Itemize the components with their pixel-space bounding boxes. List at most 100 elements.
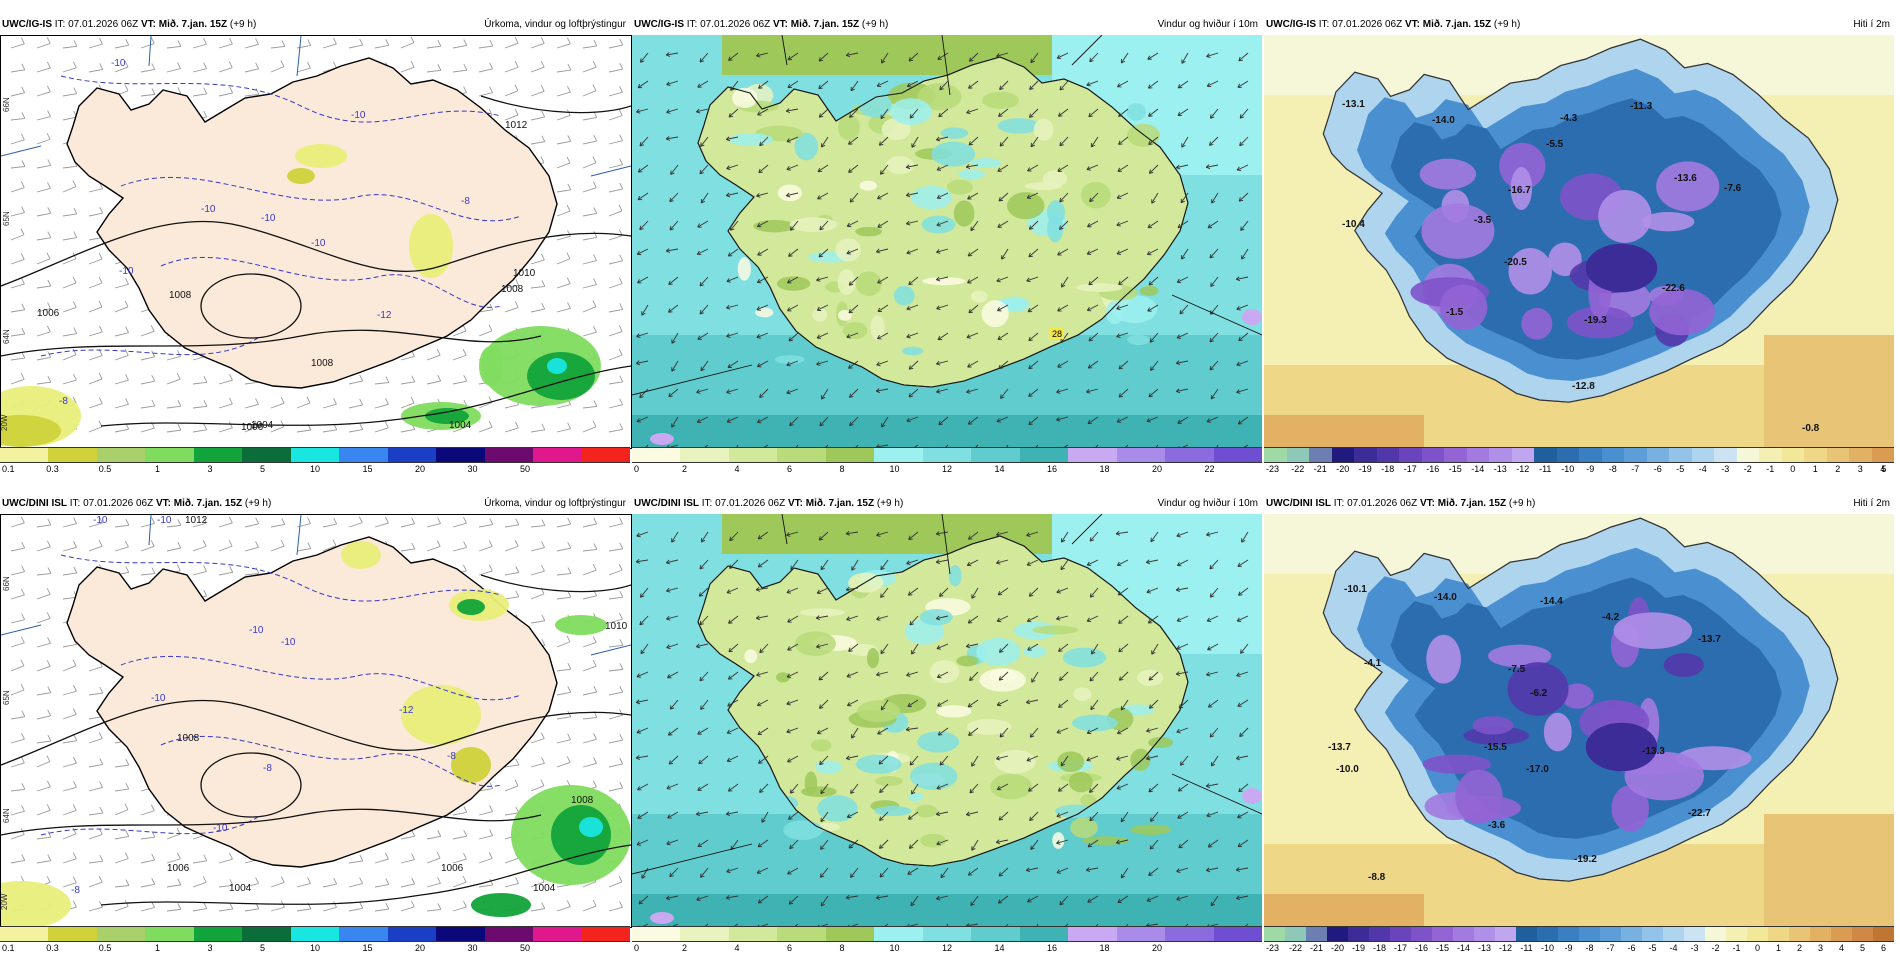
legend-tick-label: -3: [1690, 943, 1698, 953]
legend-swatch: [826, 927, 874, 941]
temperature-value-label: -4.1: [1364, 658, 1382, 669]
legend-bar: [632, 447, 1262, 463]
legend-tick-label: 5: [260, 943, 265, 953]
legend-swatch: [194, 448, 242, 462]
legend-tick-label: 3: [1818, 943, 1823, 953]
legend-swatch: [97, 927, 145, 941]
temperature-contour-label: -10: [157, 515, 172, 526]
legend-swatch: [1684, 927, 1705, 941]
legend-tick-label: -7: [1631, 464, 1639, 474]
lead-time: (+9 h): [1509, 498, 1535, 509]
legend-tick-label: 3: [1858, 464, 1863, 474]
legend-swatch: [1264, 927, 1285, 941]
isobar-label: 1012: [505, 120, 528, 131]
legend-swatch: [826, 448, 874, 462]
temperature-value-label: -13.6: [1674, 173, 1697, 184]
legend-swatch: [729, 448, 777, 462]
legend-tick-label: 8: [839, 464, 844, 474]
legend-swatch: [1422, 448, 1445, 462]
temperature-map: -10.1-14.0-14.4-4.2-13.7-4.1-7.5-6.2-13.…: [1264, 514, 1894, 926]
max-gust-label: 28: [1052, 329, 1062, 339]
legend-swatch: [291, 448, 339, 462]
legend-tick-label: 8: [839, 943, 844, 953]
color-legend: -23-22-21-20-19-18-17-16-15-14-13-12-11-…: [1264, 926, 1894, 956]
legend-bar: [632, 926, 1262, 942]
isobar-label: 1008: [169, 290, 192, 301]
legend-tick-label: 10: [889, 943, 899, 953]
field-title: Úrkoma, vindur og loftþrýstingur: [484, 494, 626, 514]
legend-tick-label: -19: [1352, 943, 1365, 953]
panel-wind-dini: UWC/DINI ISL IT: 07.01.2026 06Z VT: Mið.…: [632, 494, 1262, 944]
legend-swatch: [632, 927, 680, 941]
legend-tick-label: -19: [1359, 464, 1372, 474]
isobar-label: 1006: [241, 422, 264, 433]
legend-swatch: [1516, 927, 1537, 941]
legend-swatch: [1759, 448, 1782, 462]
legend-tick-label: 6: [787, 943, 792, 953]
legend-swatch: [1714, 448, 1737, 462]
legend-tick-label: -12: [1516, 464, 1529, 474]
legend-swatch: [0, 448, 48, 462]
lead-time: (+9 h): [230, 19, 256, 30]
panel-temp-dini: UWC/DINI ISL IT: 07.01.2026 06Z VT: Mið.…: [1264, 494, 1894, 944]
legend-tick-label: 3: [207, 464, 212, 474]
graticule-label: 66N: [2, 97, 11, 112]
legend-swatch: [1663, 927, 1684, 941]
panel-temp-igis: UWC/IG-IS IT: 07.01.2026 06Z VT: Mið. 7.…: [1264, 15, 1894, 465]
legend-tick-label: -2: [1744, 464, 1752, 474]
legend-tick-label: -20: [1331, 943, 1344, 953]
legend-swatch: [777, 448, 825, 462]
temperature-value-label: -13.7: [1698, 634, 1721, 645]
legend-swatch: [1624, 448, 1647, 462]
legend-swatch: [971, 448, 1019, 462]
legend-tick-label: 20: [1152, 943, 1162, 953]
legend-swatch: [388, 448, 436, 462]
legend-tick-label: 20: [415, 943, 425, 953]
panel-header-left: UWC/IG-IS IT: 07.01.2026 06Z VT: Mið. 7.…: [2, 15, 256, 35]
legend-swatch: [485, 448, 533, 462]
legend-swatch: [242, 927, 290, 941]
legend-tick-label: 0.3: [46, 943, 59, 953]
wind-map: 28: [632, 35, 1262, 447]
legend-swatch: [1669, 448, 1692, 462]
legend-swatch: [1600, 927, 1621, 941]
panel-header: UWC/IG-IS IT: 07.01.2026 06Z VT: Mið. 7.…: [632, 15, 1262, 35]
isobar-label: 1010: [605, 621, 628, 632]
lead-time: (+9 h): [877, 498, 903, 509]
legend-swatch: [48, 927, 96, 941]
legend-swatch: [1399, 448, 1422, 462]
temperature-contour-label: -12: [399, 705, 414, 716]
legend-swatch: [1579, 927, 1600, 941]
temperature-value-label: -4.3: [1560, 113, 1578, 124]
legend-swatch: [1264, 448, 1287, 462]
legend-swatch: [1579, 448, 1602, 462]
legend-tick-label: 2: [682, 464, 687, 474]
graticule-label: 64N: [2, 329, 11, 344]
isobar-label: 1008: [311, 358, 334, 369]
graticule-label: 20W: [1, 893, 9, 910]
legend-tick-label: 2: [682, 943, 687, 953]
legend-tick-label: -10: [1541, 943, 1554, 953]
temperature-value-label: -16.7: [1508, 185, 1531, 196]
legend-swatch: [145, 448, 193, 462]
graticule-label: 65N: [2, 211, 11, 226]
legend-tick-label: -17: [1394, 943, 1407, 953]
legend-swatch: [680, 927, 728, 941]
temperature-contour-label: -10: [351, 110, 366, 121]
temperature-contour-label: -10: [311, 238, 326, 249]
isobar-label: 1004: [229, 883, 252, 894]
legend-swatch: [291, 927, 339, 941]
legend-swatch: [1852, 927, 1873, 941]
panel-header: UWC/DINI ISL IT: 07.01.2026 06Z VT: Mið.…: [632, 494, 1262, 514]
panel-header-left: UWC/DINI ISL IT: 07.01.2026 06Z VT: Mið.…: [634, 494, 903, 514]
legend-tick-label: 16: [1047, 943, 1057, 953]
legend-tick-label: -8: [1609, 464, 1617, 474]
model-name: UWC/DINI ISL: [1266, 498, 1331, 509]
temperature-contour-label: -10: [213, 823, 228, 834]
legend-tick-label: 0.5: [99, 464, 112, 474]
legend-tick-label: 1: [155, 943, 160, 953]
